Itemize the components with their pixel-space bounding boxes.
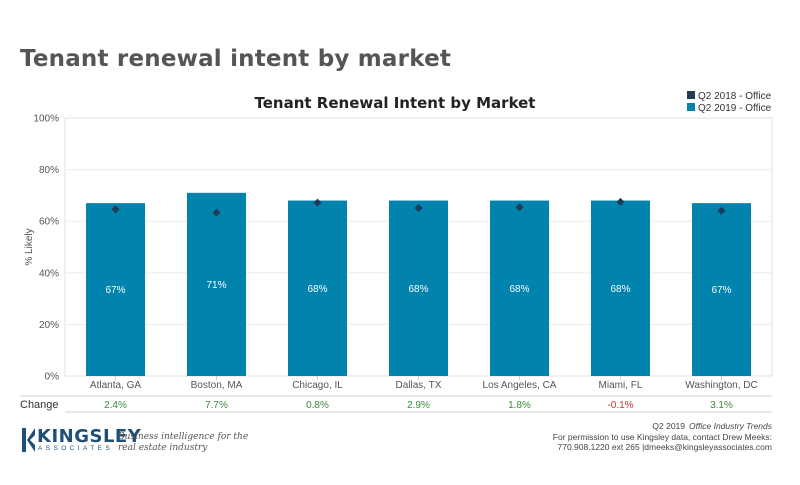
brand-name: KINGSLEY xyxy=(37,426,142,447)
kingsley-logo: KINGSLEY ASSOCIATES xyxy=(20,425,141,455)
change-value: 2.9% xyxy=(407,400,430,411)
y-tick-label: 40% xyxy=(39,268,59,279)
change-value: 3.1% xyxy=(710,400,733,411)
y-tick-label: 20% xyxy=(39,320,59,331)
bar xyxy=(490,200,549,376)
bar-value-label: 68% xyxy=(408,284,428,295)
y-tick-label: 100% xyxy=(33,114,59,125)
y-tick-label: 0% xyxy=(45,372,60,383)
bar-value-label: 67% xyxy=(105,285,125,296)
brand-tagline: Business intelligence for the real estat… xyxy=(118,432,248,454)
x-tick-label: Dallas, TX xyxy=(396,380,442,391)
marker-point xyxy=(717,206,726,215)
bar xyxy=(389,200,448,376)
change-value: -0.1% xyxy=(607,400,633,411)
change-value: 0.8% xyxy=(306,400,329,411)
legend-swatch-q2-2018 xyxy=(687,91,695,99)
legend-swatch-q2-2019 xyxy=(687,103,695,111)
change-value: 7.7% xyxy=(205,400,228,411)
bar-value-label: 68% xyxy=(509,284,529,295)
brand-tagline-line-2: real estate industry xyxy=(118,443,208,453)
bar xyxy=(288,200,347,376)
bar xyxy=(692,203,751,376)
x-tick-label: Boston, MA xyxy=(191,380,243,391)
marker-point xyxy=(616,197,625,206)
legend-label-q2-2018: Q2 2018 - Office xyxy=(698,91,772,102)
bar-value-label: 68% xyxy=(307,284,327,295)
y-tick-label: 60% xyxy=(39,217,59,228)
y-tick-label: 80% xyxy=(39,165,59,176)
page-title: Tenant renewal intent by market xyxy=(20,46,452,72)
x-tick-label: Atlanta, GA xyxy=(90,380,141,391)
footer-period: Q2 2019 xyxy=(652,421,686,431)
renewal-intent-chart: Tenant Renewal Intent by Market Q2 2018 … xyxy=(20,91,773,413)
change-row-label: Change xyxy=(20,399,59,411)
kingsley-logo-mark-icon xyxy=(22,428,35,452)
x-tick-label: Washington, DC xyxy=(685,380,757,391)
bar xyxy=(591,200,650,376)
report-footer: Q2 2019 Office Industry Trends For permis… xyxy=(553,421,772,453)
footer-permission: For permission to use Kingsley data, con… xyxy=(552,431,772,442)
brand-tagline-line-1: Business intelligence for the xyxy=(118,432,249,442)
change-value: 1.8% xyxy=(508,400,531,411)
bar xyxy=(187,192,246,376)
chart-title: Tenant Renewal Intent by Market xyxy=(255,94,536,112)
y-axis-label: % Likely xyxy=(24,228,35,265)
x-tick-label: Chicago, IL xyxy=(292,380,343,391)
marker-point xyxy=(111,205,120,214)
brand-subtitle: ASSOCIATES xyxy=(38,445,114,452)
marker-point xyxy=(313,198,322,207)
x-tick-label: Los Angeles, CA xyxy=(483,380,557,391)
bar-value-label: 71% xyxy=(206,280,226,291)
bar xyxy=(86,203,145,376)
footer-report: Office Industry Trends xyxy=(689,421,772,431)
change-value: 2.4% xyxy=(104,400,127,411)
footer-contact: 770.908.1220 ext 265 |dmeeks@kingsleyass… xyxy=(557,442,773,452)
marker-point xyxy=(515,203,524,212)
x-tick-label: Miami, FL xyxy=(599,380,643,391)
marker-point xyxy=(212,208,221,217)
bar-value-label: 68% xyxy=(610,284,630,295)
marker-point xyxy=(414,204,423,213)
chart-legend: Q2 2018 - Office Q2 2019 - Office xyxy=(687,91,772,114)
bar-value-label: 67% xyxy=(711,285,731,296)
legend-label-q2-2019: Q2 2019 - Office xyxy=(698,103,772,114)
